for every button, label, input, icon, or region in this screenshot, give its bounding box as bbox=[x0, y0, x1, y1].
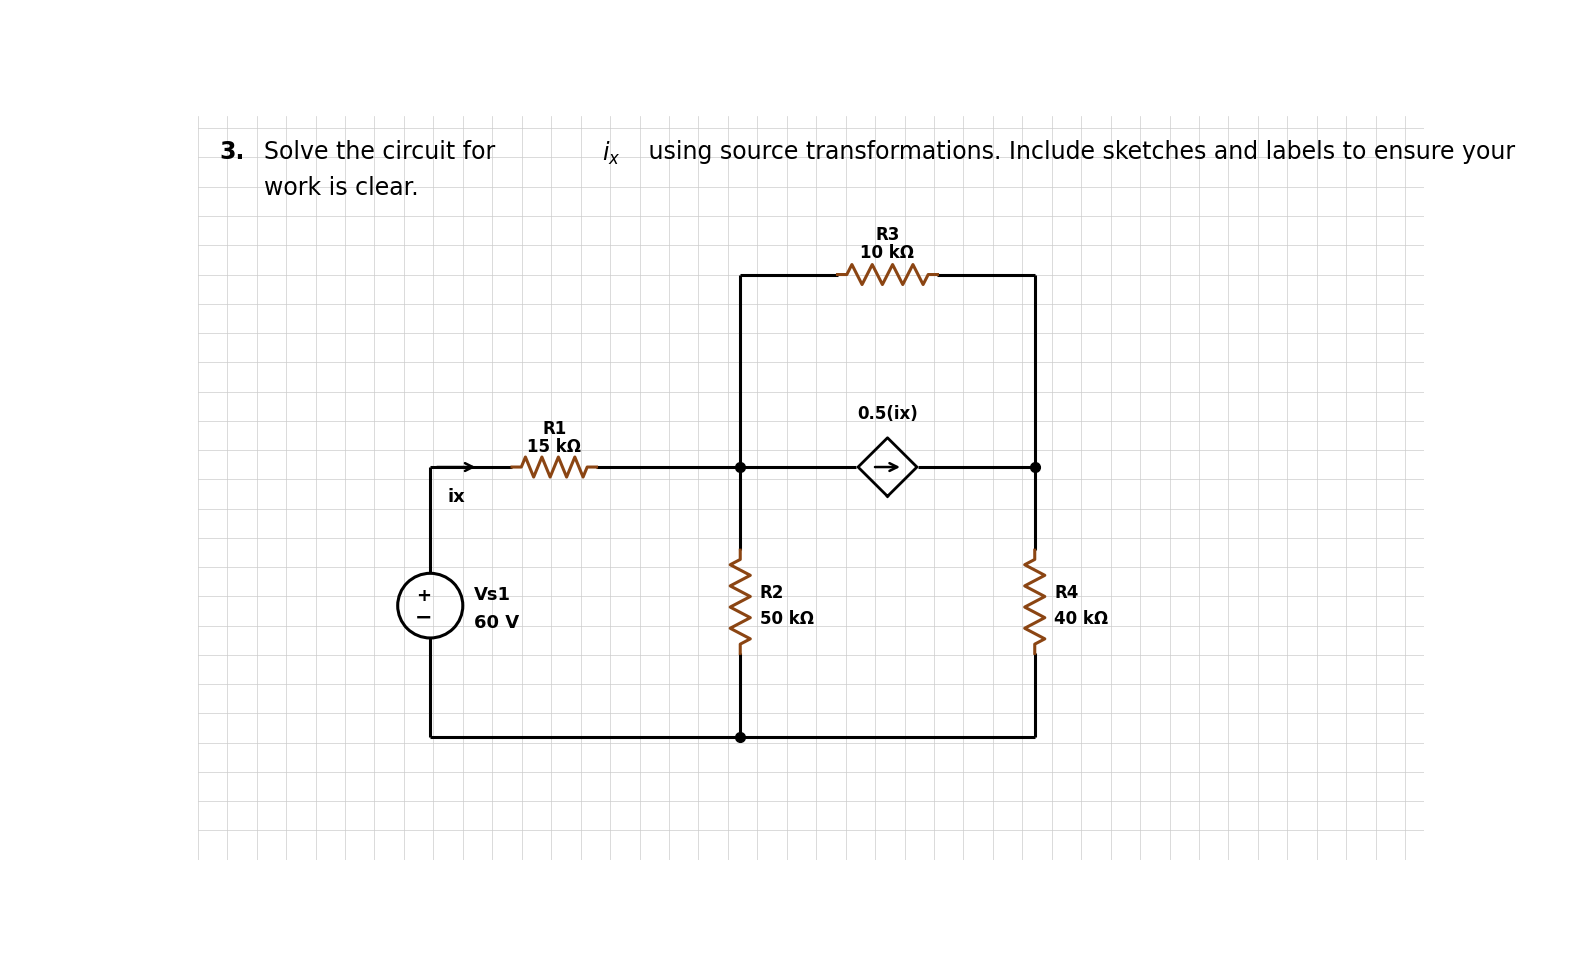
Text: +: + bbox=[416, 586, 430, 605]
Text: 3.: 3. bbox=[220, 140, 245, 164]
Text: R3: R3 bbox=[875, 226, 900, 243]
Text: 0.5(ix): 0.5(ix) bbox=[857, 405, 918, 423]
Text: 15 kΩ: 15 kΩ bbox=[527, 439, 581, 456]
Text: 50 kΩ: 50 kΩ bbox=[759, 611, 813, 629]
Text: Solve the circuit for: Solve the circuit for bbox=[264, 140, 503, 164]
Text: R4: R4 bbox=[1054, 583, 1079, 602]
Text: work is clear.: work is clear. bbox=[264, 176, 418, 200]
Text: using source transformations. Include sketches and labels to ensure your: using source transformations. Include sk… bbox=[641, 140, 1516, 164]
Text: 60 V: 60 V bbox=[473, 613, 519, 632]
Text: Vs1: Vs1 bbox=[473, 585, 511, 604]
Text: R1: R1 bbox=[543, 420, 566, 438]
Text: 10 kΩ: 10 kΩ bbox=[861, 244, 914, 262]
Text: 40 kΩ: 40 kΩ bbox=[1054, 611, 1109, 629]
Text: $i_x$: $i_x$ bbox=[603, 140, 620, 167]
Text: R2: R2 bbox=[759, 583, 785, 602]
Text: −: − bbox=[414, 608, 432, 627]
Text: ix: ix bbox=[448, 488, 465, 506]
